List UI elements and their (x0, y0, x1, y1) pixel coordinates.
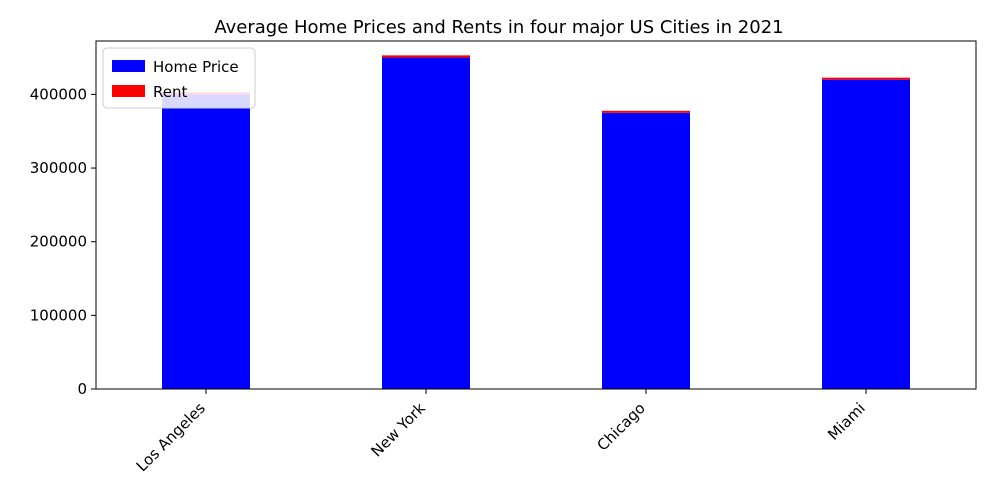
bar-home-price-0 (162, 94, 250, 390)
x-axis: Los Angeles New York Chicago Miami (133, 389, 869, 475)
x-tick-label-1: New York (368, 399, 430, 461)
bar-rent-1 (382, 55, 470, 58)
y-tick-label-2: 200000 (30, 233, 87, 251)
y-tick-label-1: 100000 (30, 306, 87, 324)
legend-label-0: Home Price (153, 58, 239, 76)
x-tick-label-2: Chicago (593, 399, 648, 454)
y-tick-label-0: 0 (77, 380, 87, 398)
plot-frame (95, 40, 977, 390)
bar-home-price-3 (822, 79, 910, 390)
bars-group (162, 55, 910, 390)
x-tick-label-3: Miami (824, 399, 869, 444)
y-tick-label-4: 400000 (30, 85, 87, 103)
legend-swatch-1 (112, 85, 145, 97)
legend-label-1: Rent (153, 83, 187, 101)
y-tick-label-3: 300000 (30, 159, 87, 177)
legend: Home Price Rent (102, 47, 256, 109)
bar-home-price-1 (382, 57, 470, 389)
x-tick-label-0: Los Angeles (133, 399, 209, 475)
bar-rent-2 (602, 110, 690, 113)
legend-swatch-0 (112, 60, 145, 72)
y-axis: 0 100000 200000 300000 400000 (30, 85, 96, 398)
bar-home-price-2 (602, 112, 690, 390)
bar-rent-3 (822, 77, 910, 80)
chart-title: Average Home Prices and Rents in four ma… (214, 17, 783, 38)
